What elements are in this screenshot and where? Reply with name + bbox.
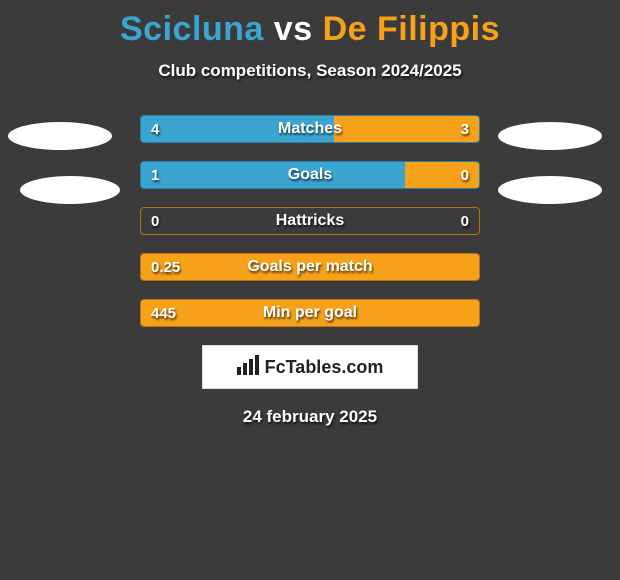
decor-ellipse-left-top	[8, 122, 112, 150]
title-player2: De Filippis	[323, 10, 500, 48]
stat-value-left: 1	[151, 162, 159, 188]
stat-value-right: 3	[461, 116, 469, 142]
title-player1: Scicluna	[120, 10, 264, 48]
stat-fill-left	[141, 162, 405, 188]
stat-row-goals: 10Goals	[140, 161, 480, 189]
stat-fill-left	[141, 116, 334, 142]
attribution-text: FcTables.com	[265, 357, 384, 378]
decor-ellipse-left-bottom	[20, 176, 120, 204]
stat-value-right: 0	[461, 208, 469, 234]
stat-row-hattricks: 0 0Hattricks	[140, 207, 480, 235]
decor-ellipse-right-bottom	[498, 176, 602, 204]
stat-value-right: 0	[461, 162, 469, 188]
stat-row-min-per-goal: 445Min per goal	[140, 299, 480, 327]
stat-value-left: 445	[151, 300, 176, 326]
attribution-box: FcTables.com	[202, 345, 418, 389]
stat-row-goals-per-match: 0.25Goals per match	[140, 253, 480, 281]
title-vs: vs	[274, 10, 313, 48]
comparison-title: Scicluna vs De Filippis	[0, 0, 620, 49]
stat-label: Hattricks	[141, 208, 479, 234]
bars-icon	[237, 355, 259, 380]
stat-value-left: 0	[151, 208, 159, 234]
stat-value-left: 4	[151, 116, 159, 142]
stat-fill-left	[141, 300, 479, 326]
stat-value-left: 0.25	[151, 254, 180, 280]
stats-container: 43Matches10Goals00Hattricks0.25Goals per…	[140, 115, 480, 327]
stat-row-matches: 43Matches	[140, 115, 480, 143]
stat-fill-left	[141, 254, 479, 280]
decor-ellipse-right-top	[498, 122, 602, 150]
datestamp: 24 february 2025	[0, 407, 620, 427]
subtitle: Club competitions, Season 2024/2025	[0, 61, 620, 81]
stat-fill-right	[334, 116, 479, 142]
